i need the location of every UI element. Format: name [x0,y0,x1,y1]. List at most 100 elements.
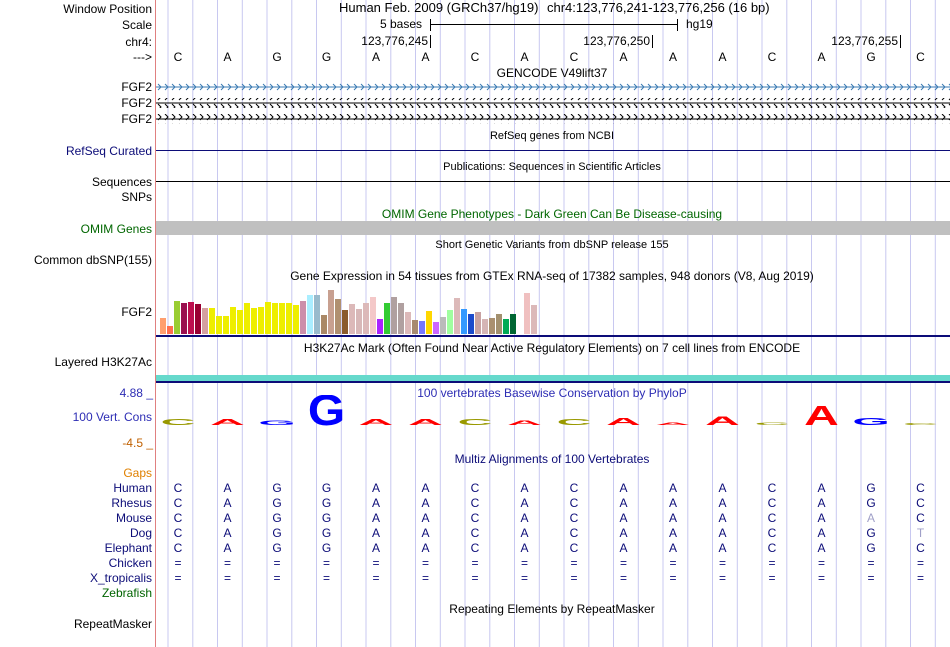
species-label[interactable]: Rhesus [111,496,152,510]
ruler-tick-label: 123,776,255 [831,34,898,48]
pubs-line[interactable] [156,181,950,182]
base-letter: G [321,50,332,64]
omim-label[interactable]: OMIM Genes [80,222,152,236]
alignment-base: A [371,496,381,510]
alignment-base: C [767,511,777,525]
alignment-base: A [619,481,628,495]
cons-logo-letter: A [705,414,740,427]
h3k27ac-label[interactable]: Layered H3K27Ac [54,355,152,369]
gtex-gene-label[interactable]: FGF2 [121,305,152,319]
species-label[interactable]: Mouse [115,511,152,525]
alignment-base: A [520,481,529,495]
scale-bar [430,24,678,25]
gtex-tissue-bar [517,311,523,334]
species-label[interactable]: Dog [129,526,152,540]
alignment-gap: = [520,571,529,585]
alignment-base: A [817,541,826,555]
gtex-bar-chart[interactable] [160,284,540,335]
ruler-tick [652,35,653,48]
gtex-tissue-bar [307,295,313,334]
alignment-base: C [916,541,925,555]
alignment-base: G [321,541,332,555]
alignment-base: A [817,496,826,510]
species-label[interactable]: Zebrafish [101,586,152,600]
alignment-base: A [668,541,678,555]
gtex-tissue-bar [188,302,194,334]
species-label[interactable]: X_tropicalis [89,571,152,585]
rmsk-title[interactable]: Repeating Elements by RepeatMasker [449,602,655,616]
alignment-base: A [421,481,430,495]
gtex-title[interactable]: Gene Expression in 54 tissues from GTEx … [290,269,814,283]
gencode-gene-label[interactable]: FGF2 [121,96,152,110]
base-letter: A [371,50,381,64]
rmsk-label[interactable]: RepeatMasker [73,617,152,631]
multiz-title[interactable]: Multiz Alignments of 100 Vertebrates [454,452,650,466]
refseq-title[interactable]: RefSeq genes from NCBI [489,130,615,142]
gtex-tissue-bar [195,304,201,334]
base-letter: C [569,50,579,64]
alignment-base: A [371,526,381,540]
base-letter: A [619,50,628,64]
cons-label[interactable]: 100 Vert. Cons [72,410,152,424]
alignment-base: A [619,526,628,540]
alignment-base: C [767,481,777,495]
alignment-base: G [272,526,282,540]
alignment-base: G [272,541,282,555]
label-separator [155,0,156,647]
gtex-tissue-bar [349,304,355,334]
alignment-base: A [619,496,628,510]
dbsnp-title[interactable]: Short Genetic Variants from dbSNP releas… [435,239,669,251]
omim-bar[interactable] [156,221,950,235]
cons-max: 4.88 _ [119,386,153,400]
refseq-line[interactable] [156,150,950,151]
base-letter: A [223,50,232,64]
alignment-base: C [173,526,183,540]
base-letter: G [272,50,282,64]
scale-db: hg19 [686,17,713,31]
gencode-transcripts[interactable] [156,82,950,126]
gtex-tissue-bar [160,318,166,334]
h3k27ac-signal[interactable] [156,375,950,381]
species-label[interactable]: Chicken [108,556,152,570]
alignment-base: C [569,541,579,555]
cons-logo-letter: A [606,416,641,427]
alignment-gap: = [471,571,479,585]
dbsnp-label[interactable]: Common dbSNP(155) [33,253,152,267]
ruler-tick-label: 123,776,245 [361,34,428,48]
refseq-label[interactable]: RefSeq Curated [65,144,152,158]
cons-title[interactable]: 100 vertebrates Basewise Conservation by… [417,386,687,400]
alignment-gap: = [322,556,331,570]
alignment-base: G [866,496,876,510]
alignment-gap: = [223,571,232,585]
alignment-base: C [173,481,183,495]
alignment-gap: = [570,556,578,570]
gtex-tissue-bar [230,307,236,334]
gencode-gene-label[interactable]: FGF2 [121,112,152,126]
species-label[interactable]: Human [113,481,152,495]
alignment-gap: = [669,556,677,570]
pubs-label[interactable]: Sequences [91,175,152,189]
alignment-gap: = [916,571,925,585]
alignment-base: A [817,526,826,540]
alignment-gap: = [421,556,430,570]
gtex-tissue-bar [496,314,502,334]
base-letter: C [767,50,777,64]
gtex-tissue-bar [419,321,425,334]
pubs-title[interactable]: Publications: Sequences in Scientific Ar… [443,161,661,173]
alignment-gap: = [273,556,281,570]
alignment-base: C [569,481,579,495]
alignment-base: C [470,481,480,495]
alignment-gap: = [223,556,232,570]
alignment-base: A [718,541,727,555]
alignment-base: A [421,526,430,540]
gencode-title[interactable]: GENCODE V49lift37 [496,66,608,80]
snps-label[interactable]: SNPs [121,190,152,204]
omim-title[interactable]: OMIM Gene Phenotypes - Dark Green Can Be… [381,207,723,221]
gencode-gene-label[interactable]: FGF2 [121,80,152,94]
species-label[interactable]: Elephant [104,541,152,555]
h3k27ac-title[interactable]: H3K27Ac Mark (Often Found Near Active Re… [303,341,801,355]
alignment-base: A [718,496,727,510]
alignment-base: G [321,511,332,525]
gtex-tissue-bar [335,299,341,334]
